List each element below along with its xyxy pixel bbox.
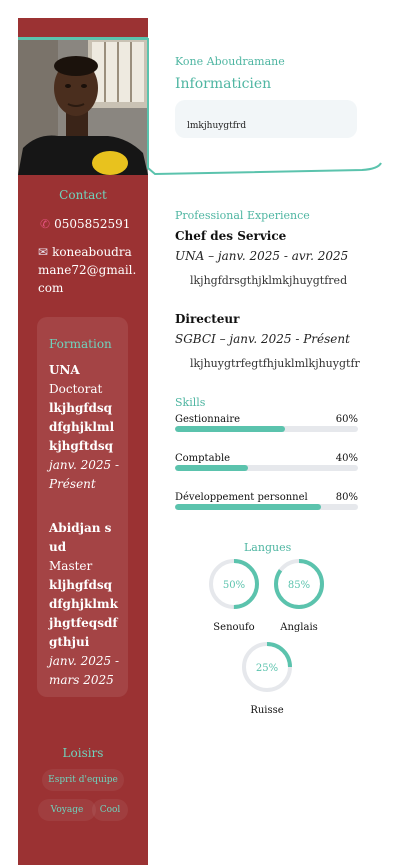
formation-description: kljhgfdsqdfghjklmkjhgtfeqsdfgthjui bbox=[49, 578, 118, 649]
formation-dates: janv. 2025 - Présent bbox=[49, 458, 119, 491]
language-name: Anglais bbox=[280, 622, 318, 633]
skill-name: Comptable bbox=[175, 453, 231, 464]
language-ring: 85% bbox=[274, 559, 324, 609]
formation-degree: Master bbox=[49, 559, 93, 573]
language-percent: 85% bbox=[288, 580, 310, 591]
skill-bar-fill bbox=[175, 465, 249, 471]
formation-school: UNA bbox=[49, 363, 80, 377]
formation-dates: janv. 2025 - mars 2025 bbox=[49, 654, 119, 687]
skill-percent: 80% bbox=[335, 492, 358, 503]
contact-email[interactable]: ✉ koneaboudramane72@gmail.com bbox=[38, 243, 138, 297]
language-ring-progress bbox=[209, 559, 259, 609]
language-ring-progress bbox=[274, 559, 324, 609]
skill-name: Développement personnel bbox=[175, 492, 308, 503]
language-ring: 25% bbox=[242, 642, 292, 692]
summary-text: lmkjhuygtfrd bbox=[187, 121, 247, 131]
loisirs-title: Loisirs bbox=[62, 746, 104, 760]
formation-title: Formation bbox=[49, 337, 112, 351]
sidebar-accent-line bbox=[18, 37, 148, 40]
job-title: Informaticien bbox=[175, 76, 272, 92]
hobby-chip: Cool bbox=[92, 799, 128, 821]
experience-meta: SGBCI – janv. 2025 - Présent bbox=[175, 332, 350, 346]
phone-number: 0505852591 bbox=[54, 217, 131, 231]
language-name: Senoufo bbox=[213, 622, 255, 633]
language-ring-progress bbox=[242, 642, 292, 692]
envelope-icon: ✉ bbox=[38, 245, 49, 259]
skill-name: Gestionnaire bbox=[175, 414, 241, 425]
experience-role: Chef des Service bbox=[175, 229, 287, 243]
profile-photo bbox=[18, 38, 148, 175]
skill-bar bbox=[175, 465, 358, 471]
formation-degree: Doctorat bbox=[49, 382, 103, 396]
langues-title: Langues bbox=[244, 541, 292, 554]
formation-item: UNA Doctorat lkjhgfdsqdfghjklmlkjhgftdsq… bbox=[49, 361, 119, 494]
skills-title: Skills bbox=[175, 396, 206, 409]
hobby-chip: Voyage bbox=[38, 799, 96, 821]
experience-meta: UNA – janv. 2025 - avr. 2025 bbox=[175, 249, 349, 263]
formation-school: Abidjan sud bbox=[49, 521, 112, 554]
hobby-chip: Esprit d'equipe bbox=[42, 769, 124, 791]
contact-title: Contact bbox=[59, 188, 107, 202]
language-ring: 50% bbox=[209, 559, 259, 609]
language-name: Ruisse bbox=[250, 705, 284, 716]
skill-bar-fill bbox=[175, 504, 322, 510]
skill-bar-fill bbox=[175, 426, 285, 432]
summary-box bbox=[175, 100, 357, 138]
formation-description: lkjhgfdsqdfghjklmlkjhgftdsq bbox=[49, 401, 115, 453]
email-address: koneaboudramane72@gmail.com bbox=[38, 245, 137, 295]
person-name: Kone Aboudramane bbox=[175, 55, 285, 68]
contact-phone[interactable]: ✆ 0505852591 bbox=[40, 215, 140, 233]
formation-item: Abidjan sud Master kljhgfdsqdfghjklmkjhg… bbox=[49, 519, 119, 690]
experience-role: Directeur bbox=[175, 312, 240, 326]
experience-description: lkjhgfdrsgthjklmkjhuygtfred bbox=[190, 274, 348, 287]
skill-bar bbox=[175, 426, 358, 432]
formation-box bbox=[37, 317, 128, 697]
language-percent: 50% bbox=[223, 580, 245, 591]
experience-title: Professional Experience bbox=[175, 209, 310, 222]
phone-icon: ✆ bbox=[40, 217, 51, 231]
experience-description: lkjhuygtrfegtfhjuklmlkjhuygtfr bbox=[190, 357, 360, 370]
language-percent: 25% bbox=[256, 663, 278, 674]
skill-percent: 60% bbox=[335, 414, 358, 425]
skill-percent: 40% bbox=[335, 453, 358, 464]
skill-bar bbox=[175, 504, 358, 510]
